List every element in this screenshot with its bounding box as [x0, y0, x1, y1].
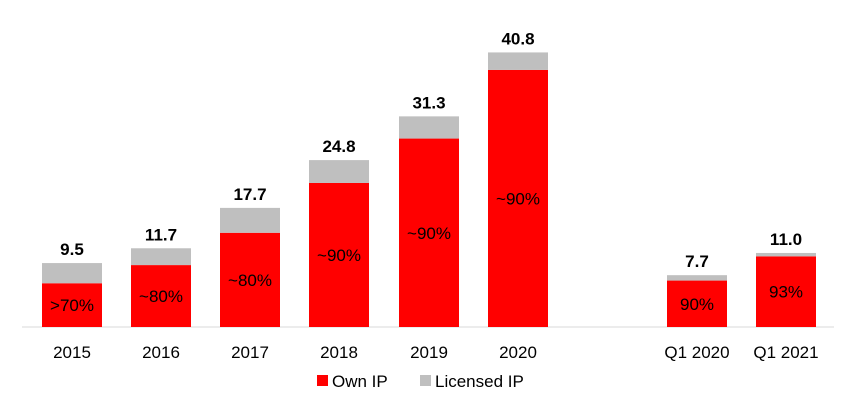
bar-own-ip	[220, 232, 280, 327]
legend: Own IP Licensed IP	[317, 372, 524, 391]
own-ip-share-label: ~80%	[139, 287, 183, 306]
bar-licensed-ip	[399, 116, 459, 139]
x-tick-label: 2020	[499, 343, 537, 362]
total-value-label: 24.8	[322, 137, 355, 156]
total-value-label: 9.5	[60, 240, 84, 259]
x-tick-label: 2016	[142, 343, 180, 362]
total-value-label: 40.8	[501, 29, 534, 48]
legend-swatch-own-ip	[317, 375, 328, 386]
own-ip-share-label: ~90%	[496, 189, 540, 208]
total-value-label: 31.3	[412, 93, 445, 112]
bar-licensed-ip	[756, 252, 816, 257]
own-ip-share-label: 93%	[769, 283, 803, 302]
x-tick-label: 2017	[231, 343, 269, 362]
own-ip-share-label: ~90%	[317, 246, 361, 265]
legend-swatch-licensed-ip	[420, 375, 431, 386]
own-ip-share-label: 90%	[680, 295, 714, 314]
total-value-label: 17.7	[233, 185, 266, 204]
bar-licensed-ip	[488, 52, 548, 70]
bar-own-ip	[488, 69, 548, 327]
bar-licensed-ip	[42, 263, 102, 284]
bar-own-ip	[42, 283, 102, 327]
bar-own-ip	[667, 280, 727, 327]
bar-own-ip	[399, 138, 459, 327]
legend-label-own-ip: Own IP	[332, 372, 388, 391]
bar-own-ip	[131, 265, 191, 327]
bar-licensed-ip	[309, 160, 369, 183]
x-tick-label: Q1 2021	[753, 343, 818, 362]
bar-own-ip	[756, 256, 816, 327]
bar-licensed-ip	[131, 248, 191, 266]
legend-label-licensed-ip: Licensed IP	[435, 372, 524, 391]
own-ip-share-label: ~80%	[228, 271, 272, 290]
total-value-label: 11.7	[145, 225, 177, 244]
x-tick-label: Q1 2020	[664, 343, 729, 362]
bars-group: 9.5 >70% 2015 11.7 ~80% 2016 17.7 ~80% 2017 24.8 ~…	[42, 29, 819, 362]
total-value-label: 7.7	[685, 252, 709, 271]
bar-licensed-ip	[667, 275, 727, 281]
bar-own-ip	[309, 182, 369, 327]
x-tick-label: 2018	[320, 343, 358, 362]
own-ip-share-label: >70%	[50, 296, 94, 315]
own-ip-share-label: ~90%	[407, 224, 451, 243]
x-tick-label: 2019	[410, 343, 448, 362]
bar-licensed-ip	[220, 207, 280, 233]
x-tick-label: 2015	[53, 343, 91, 362]
total-value-label: 11.0	[770, 230, 802, 249]
